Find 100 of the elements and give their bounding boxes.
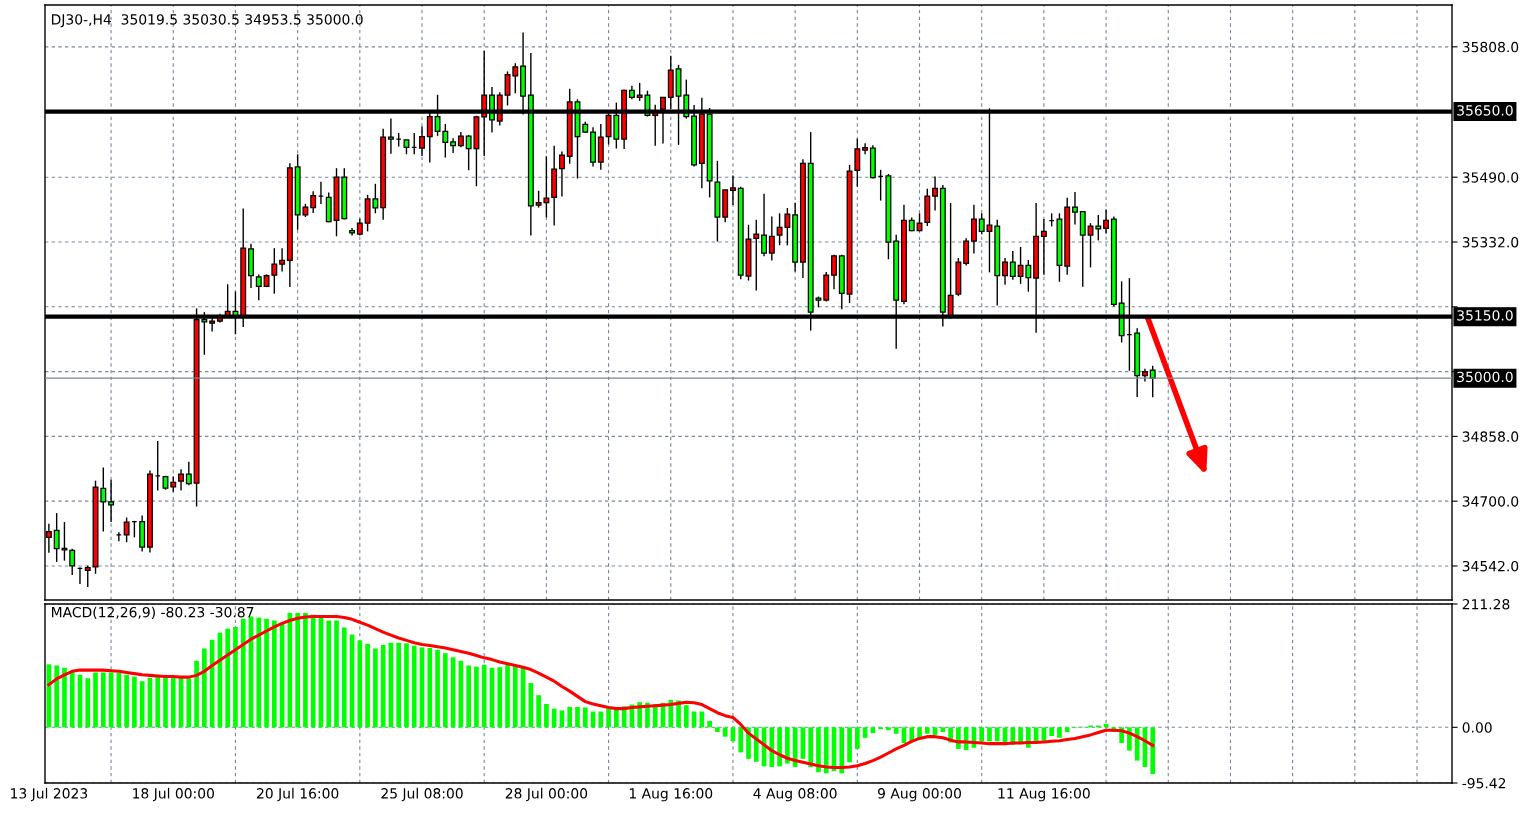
bar bbox=[474, 666, 479, 728]
bar bbox=[598, 711, 604, 728]
bar bbox=[614, 708, 619, 728]
x-tick-label: 25 Jul 08:00 bbox=[381, 787, 463, 802]
bar bbox=[373, 648, 378, 728]
bar bbox=[567, 706, 573, 728]
bar bbox=[100, 672, 106, 728]
bar bbox=[240, 618, 246, 728]
ref-line-label: 35650.0 bbox=[1457, 105, 1513, 116]
x-tick-label: 9 Aug 00:00 bbox=[877, 788, 961, 802]
candlestick bbox=[1072, 191, 1078, 226]
bar bbox=[886, 727, 891, 731]
text: DJ30-,H4 35019.5 35030.5 34953.5 35000.0 bbox=[51, 14, 363, 28]
candlestick bbox=[862, 142, 869, 155]
bar bbox=[738, 727, 744, 753]
candlestick bbox=[558, 150, 565, 198]
bar bbox=[1064, 727, 1070, 732]
candlestick bbox=[729, 174, 736, 206]
bar bbox=[264, 618, 269, 728]
candlestick bbox=[178, 468, 184, 492]
y-tick-label: 34542.0 bbox=[1462, 560, 1519, 572]
bar bbox=[62, 667, 67, 728]
bar bbox=[334, 620, 339, 728]
candlestick bbox=[963, 237, 970, 267]
bar bbox=[427, 647, 433, 728]
candlestick bbox=[419, 125, 425, 157]
bar bbox=[606, 708, 611, 728]
bar bbox=[505, 664, 510, 728]
candlestick bbox=[1079, 210, 1086, 288]
candlestick bbox=[279, 247, 286, 273]
bar bbox=[163, 676, 168, 728]
bar bbox=[256, 617, 262, 728]
candlestick bbox=[932, 175, 939, 212]
bar bbox=[124, 674, 129, 728]
x-tick-label: 28 Jul 00:00 bbox=[505, 787, 588, 802]
candlestick bbox=[1103, 208, 1110, 235]
y-tick-label: 34858.0 bbox=[1462, 431, 1519, 442]
bar bbox=[497, 667, 503, 728]
bar bbox=[69, 671, 75, 728]
y-tick-label: 35490.0 bbox=[1462, 172, 1519, 183]
bar bbox=[940, 727, 946, 732]
bar bbox=[909, 727, 915, 742]
candlestick bbox=[1009, 250, 1016, 281]
candlestick bbox=[123, 516, 130, 543]
bar bbox=[443, 653, 448, 728]
bar bbox=[155, 675, 161, 728]
bar bbox=[816, 727, 821, 773]
candlestick bbox=[753, 219, 760, 292]
y-tick-label: 35332.0 bbox=[1462, 236, 1519, 248]
bar bbox=[855, 727, 860, 749]
candlestick bbox=[1002, 257, 1008, 286]
bar bbox=[544, 703, 549, 728]
candlestick bbox=[185, 461, 192, 486]
bar bbox=[715, 727, 720, 732]
candlestick bbox=[761, 192, 768, 258]
bar bbox=[186, 678, 192, 728]
ref-line-label: 35150.0 bbox=[1457, 310, 1513, 321]
bar bbox=[271, 620, 277, 728]
bar bbox=[326, 620, 332, 728]
y-tick-label: 35808.0 bbox=[1462, 41, 1519, 53]
bar bbox=[808, 727, 814, 767]
x-tick-label: 20 Jul 16:00 bbox=[257, 787, 339, 802]
bar bbox=[924, 727, 930, 734]
bar bbox=[785, 727, 790, 764]
bar bbox=[411, 645, 417, 728]
bar bbox=[365, 643, 370, 728]
bar bbox=[683, 705, 689, 728]
x-tick-label: 11 Aug 16:00 bbox=[998, 788, 1090, 802]
bar bbox=[202, 648, 207, 728]
bar bbox=[233, 626, 238, 728]
bar bbox=[582, 707, 588, 728]
bar bbox=[93, 672, 98, 728]
bar bbox=[847, 727, 852, 763]
y-tick-label: 34700.0 bbox=[1462, 496, 1519, 507]
x-tick-label: 1 Aug 16:00 bbox=[629, 788, 713, 802]
candlestick bbox=[1040, 218, 1047, 276]
bar bbox=[823, 727, 829, 774]
bar bbox=[132, 676, 137, 728]
bar bbox=[932, 727, 938, 735]
x-tick-label: 18 Jul 00:00 bbox=[133, 787, 214, 802]
bar bbox=[769, 727, 775, 767]
bar bbox=[979, 727, 985, 742]
y-tick-label: 211.28 bbox=[1462, 598, 1510, 610]
bar bbox=[357, 640, 363, 728]
bar bbox=[512, 666, 518, 728]
bar bbox=[722, 727, 728, 737]
bar bbox=[170, 676, 176, 728]
bar bbox=[1057, 727, 1062, 738]
bar bbox=[85, 678, 91, 728]
candlestick bbox=[768, 215, 775, 262]
y-tick-label: 0.00 bbox=[1462, 722, 1492, 733]
bar bbox=[575, 706, 580, 728]
candlestick bbox=[970, 204, 977, 255]
bar bbox=[466, 665, 471, 728]
candlestick bbox=[310, 190, 317, 214]
bar bbox=[1049, 727, 1054, 737]
chart-title: MACD(12,26,9) -80.23 -30.87 bbox=[51, 606, 254, 620]
x-tick-label: 13 Jul 2023 bbox=[11, 787, 88, 802]
bar bbox=[707, 720, 712, 728]
ref-line-label: 35000.0 bbox=[1457, 371, 1513, 383]
